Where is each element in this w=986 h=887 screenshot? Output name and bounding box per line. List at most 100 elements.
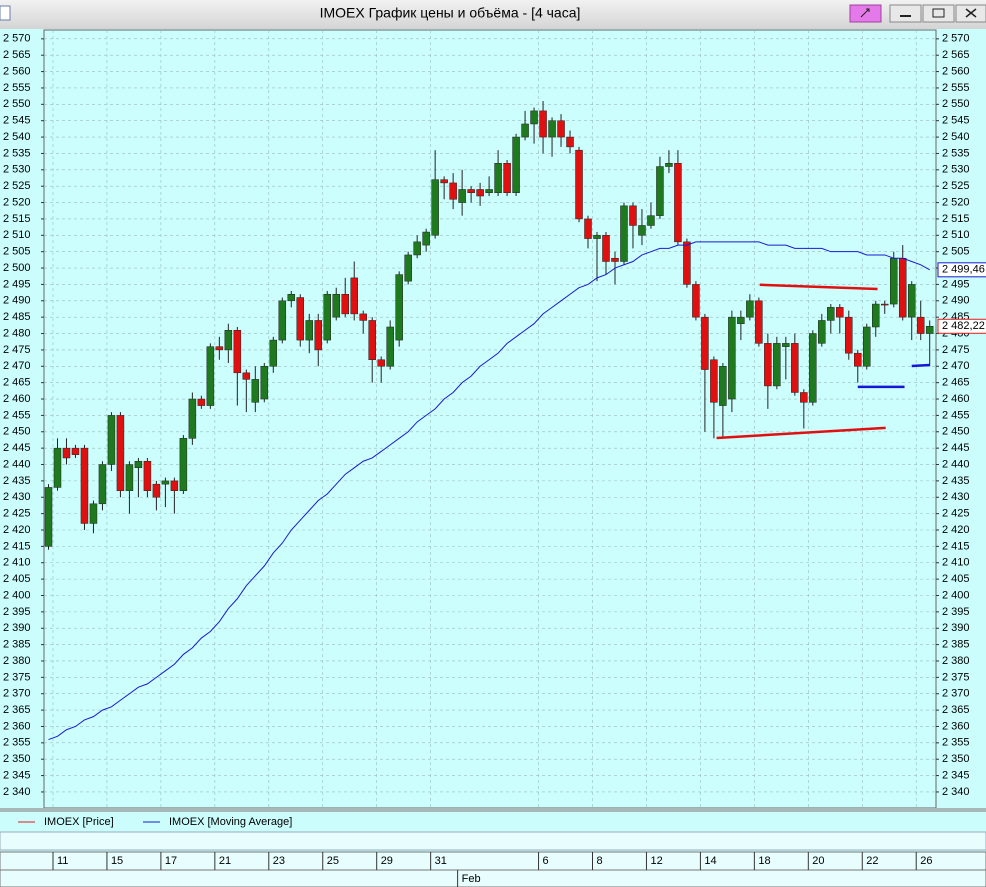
candle-body [701,316,709,370]
y2-tick-label: 2 495 [942,278,970,290]
candle-body [548,120,556,138]
candle-body [845,316,853,354]
candle-body [530,110,538,125]
y-tick-label: 2 425 [3,508,31,520]
window-title: IMOEX График цены и объёма - [4 часа] [320,5,581,21]
y-tick-label: 2 340 [3,786,31,798]
y2-tick-label: 2 365 [942,704,970,716]
y2-tick-label: 2 455 [942,409,970,421]
y2-tick-label: 2 530 [942,164,970,176]
y-tick-label: 2 520 [3,196,31,208]
y-tick-label: 2 460 [3,393,31,405]
y2-tick-label: 2 540 [942,131,970,143]
y2-tick-label: 2 550 [942,98,970,110]
candle-body [620,205,628,262]
last-value-box [937,318,986,334]
candle-body [215,346,224,351]
minimize-button[interactable] [889,4,922,23]
x-tick-label: 14 [704,855,716,867]
candle-body [350,277,358,315]
y2-tick-label: 2 560 [942,65,970,77]
y2-tick-label: 2 515 [942,213,970,225]
candle-body [800,392,808,403]
candle-body [521,123,529,138]
y-tick-label: 2 365 [3,704,31,716]
candle-body [863,326,871,367]
candle-body [98,464,107,505]
restore-button[interactable] [922,4,955,23]
y2-tick-label: 2 390 [942,622,970,634]
candle-body [746,300,754,318]
y-tick-label: 2 525 [3,180,31,192]
y-tick-label: 2 535 [3,147,31,159]
x-tick-label: 25 [327,855,339,867]
candle-body [143,460,152,491]
candle-body [503,163,511,193]
trend-line [759,283,878,291]
y2-tick-label: 2 535 [942,147,970,159]
candle-body [296,297,305,341]
close-icon [965,8,977,18]
y2-tick-label: 2 435 [942,475,970,487]
candle-body [512,136,520,193]
y2-tick-label: 2 410 [942,557,970,569]
candle-body [449,182,457,200]
candle-body [242,372,251,380]
y2-tick-label: 2 475 [942,344,970,356]
candle-body [197,398,206,406]
y-tick-label: 2 445 [3,442,31,454]
y-tick-label: 2 505 [3,246,31,258]
trend-line [716,426,886,440]
y2-tick-label: 2 445 [942,442,970,454]
y-tick-label: 2 515 [3,213,31,225]
x-tick-label: 21 [219,855,231,867]
x-tick-label: 17 [165,855,177,867]
x-tick-label: 31 [435,855,447,867]
y-tick-label: 2 420 [3,524,31,536]
candle-body [89,503,98,524]
y-tick-label: 2 450 [3,426,31,438]
candle-body [71,447,80,455]
plot-area [43,29,937,809]
candle-body [260,366,269,400]
restore-icon [932,8,945,18]
candle-body [458,189,466,203]
y2-tick-label: 2 450 [942,426,970,438]
y-tick-label: 2 470 [3,360,31,372]
y-tick-label: 2 430 [3,491,31,503]
candle-body [395,274,403,341]
legend-gap [0,831,986,851]
candle-body [575,149,583,220]
candle-body [710,359,718,403]
candle-body [764,343,772,387]
candle-body [602,235,610,262]
x-tick-label: 6 [543,855,549,867]
candle-body [683,241,691,285]
candle-body [53,447,62,488]
y2-tick-label: 2 340 [942,786,970,798]
y-tick-label: 2 400 [3,589,31,601]
candle-body [907,284,916,318]
legend-label: IMOEX [Price] [44,816,114,828]
y-tick-label: 2 510 [3,229,31,241]
link-button[interactable] [849,4,882,23]
candle-body [557,120,565,138]
y2-tick-label: 2 380 [942,655,970,667]
y2-tick-label: 2 570 [942,33,970,45]
last-value-box [937,262,986,278]
y-tick-label: 2 465 [3,377,31,389]
y-tick-label: 2 565 [3,49,31,61]
candle-body [404,254,412,282]
candle-body [314,320,323,351]
y-tick-label: 2 435 [3,475,31,487]
candle-body [323,293,331,341]
candle-body [431,179,439,236]
y2-tick-label: 2 400 [942,589,970,601]
last-value-label: 2 482,22 [942,320,985,332]
y2-tick-label: 2 345 [942,769,970,781]
y-tick-label: 2 370 [3,688,31,700]
candle-body [80,447,89,524]
y-tick-label: 2 540 [3,131,31,143]
